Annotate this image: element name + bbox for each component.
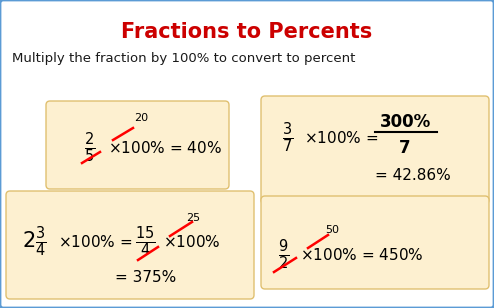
Text: = 375%: = 375%: [115, 270, 176, 285]
Text: $\times$100% = 40%: $\times$100% = 40%: [108, 140, 222, 156]
Text: $2\frac{3}{4}$: $2\frac{3}{4}$: [22, 225, 46, 259]
Text: $\times$100%: $\times$100%: [163, 234, 221, 250]
Text: $\times$100% = 450%: $\times$100% = 450%: [300, 247, 424, 263]
Text: $\frac{2}{5}$: $\frac{2}{5}$: [84, 131, 96, 165]
Text: 300%: 300%: [379, 113, 431, 131]
FancyBboxPatch shape: [261, 196, 489, 289]
Text: 50: 50: [325, 225, 339, 235]
Text: $\frac{15}{4}$: $\frac{15}{4}$: [135, 225, 155, 259]
Text: $\frac{3}{7}$: $\frac{3}{7}$: [282, 121, 293, 155]
Text: $\frac{9}{2}$: $\frac{9}{2}$: [278, 238, 289, 272]
Text: 20: 20: [134, 113, 148, 123]
Text: $\times$100% =: $\times$100% =: [304, 130, 378, 146]
Text: 7: 7: [399, 139, 411, 157]
Text: = 42.86%: = 42.86%: [375, 168, 451, 183]
Text: Fractions to Percents: Fractions to Percents: [122, 22, 372, 42]
FancyBboxPatch shape: [6, 191, 254, 299]
Text: Multiply the fraction by 100% to convert to percent: Multiply the fraction by 100% to convert…: [12, 52, 355, 65]
FancyBboxPatch shape: [261, 96, 489, 204]
Text: 25: 25: [186, 213, 200, 223]
Text: $\times$100% =: $\times$100% =: [58, 234, 132, 250]
FancyBboxPatch shape: [46, 101, 229, 189]
